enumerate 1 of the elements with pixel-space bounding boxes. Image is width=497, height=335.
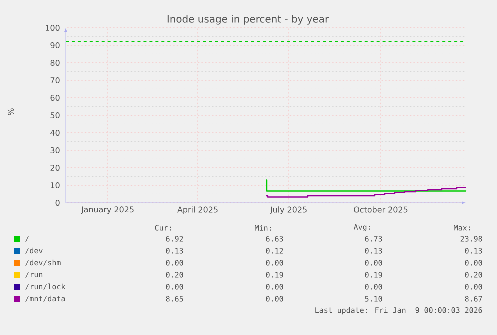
chart-title: Inode usage in percent - by year [168,15,330,25]
